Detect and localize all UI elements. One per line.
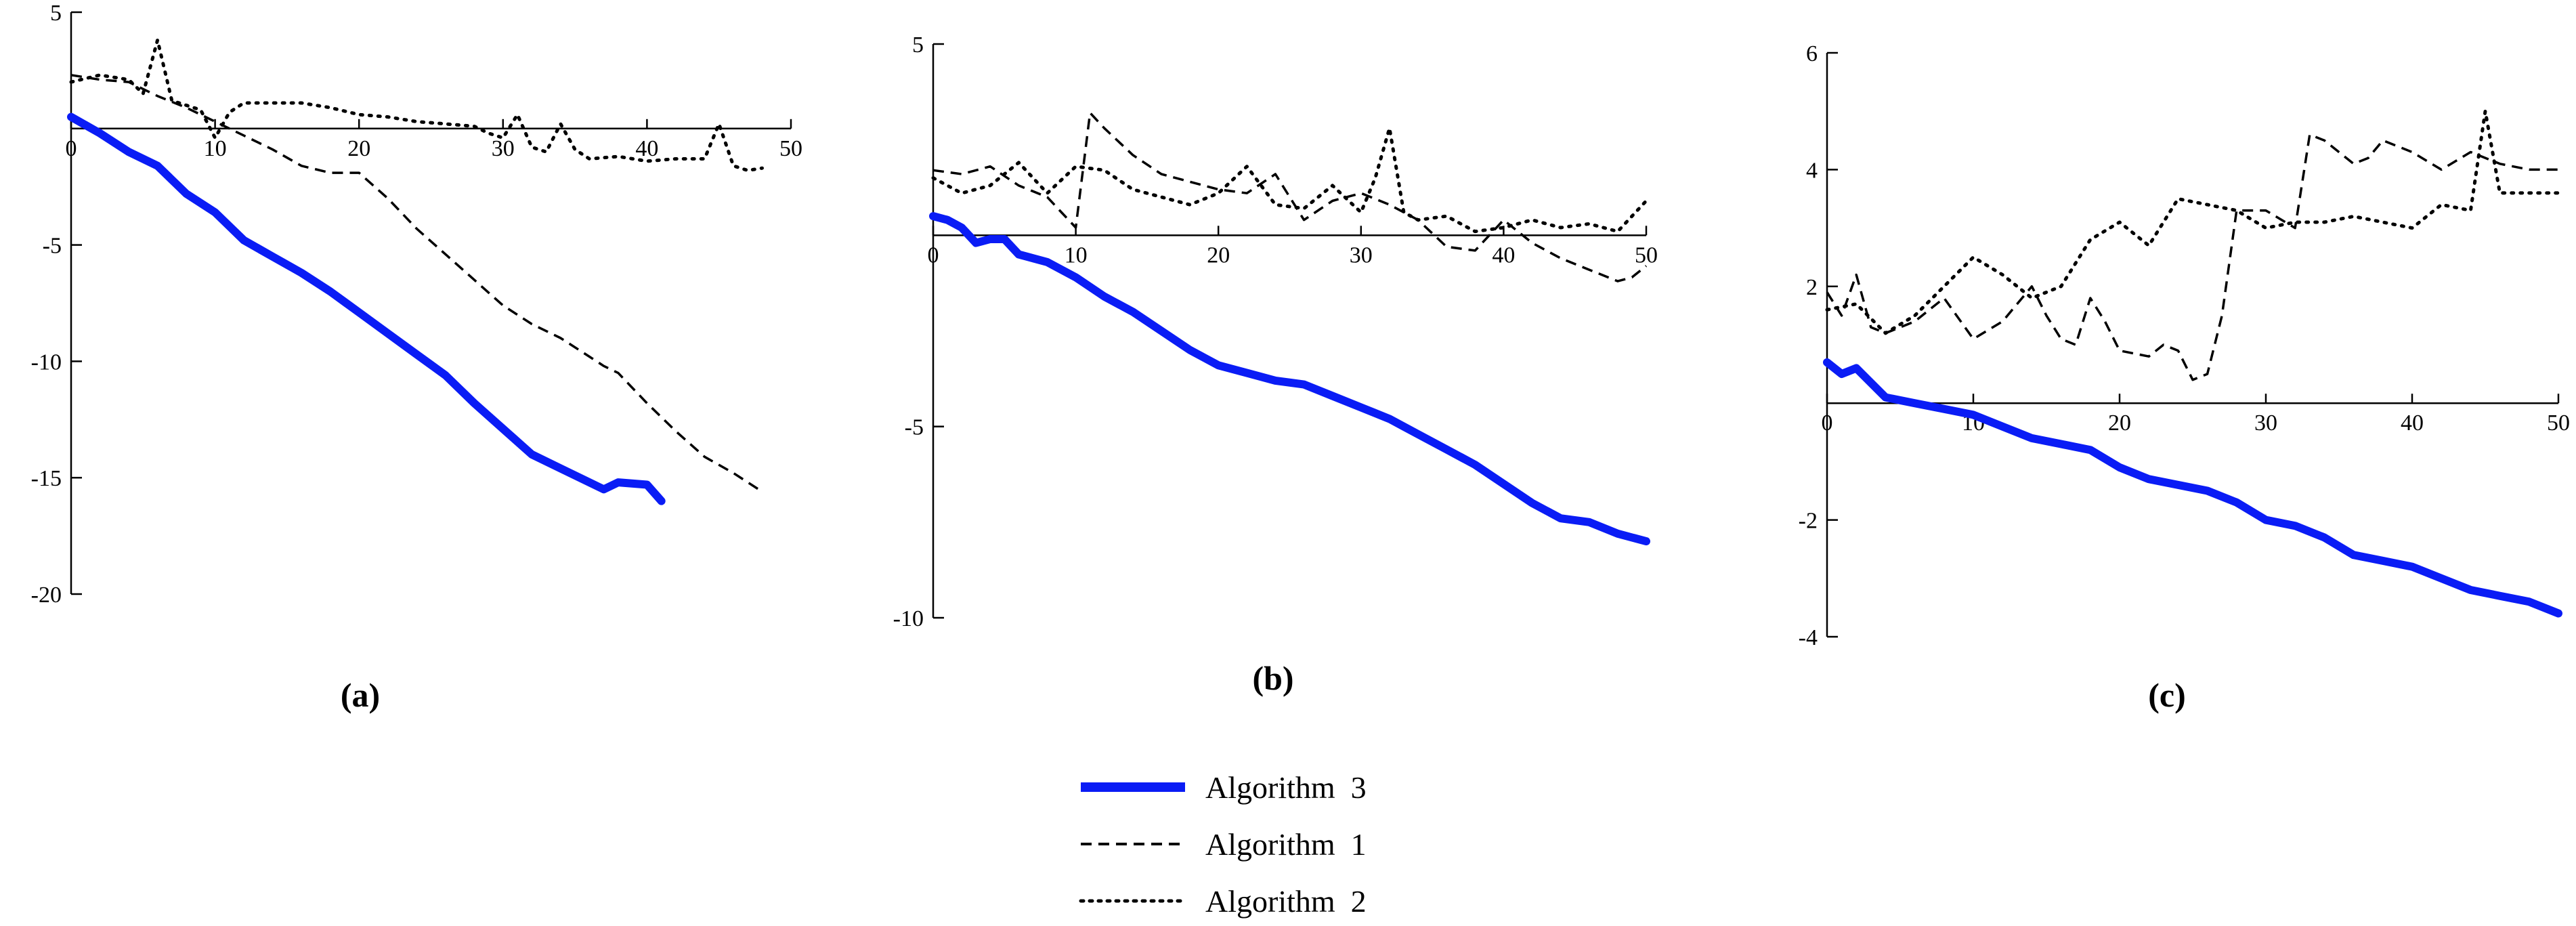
series-line-algorithm-3	[67, 112, 666, 505]
y-tick-label: -20	[31, 583, 62, 608]
y-tick-label: -4	[1799, 625, 1818, 650]
y-tick-label: 2	[1806, 275, 1818, 300]
panel-label-c: (c)	[2148, 676, 2186, 714]
x-tick-label: 50	[779, 136, 802, 161]
y-tick-label: 5	[912, 33, 924, 58]
x-tick-label: 50	[1635, 243, 1658, 268]
x-tick-label: 20	[347, 136, 370, 161]
x-tick-label: 20	[1207, 243, 1230, 268]
legend-label: Algorithm 2	[1205, 884, 1367, 919]
chart-panel-a: 5 -5 -10 -15 -20 0 10 20 30 40 50	[31, 1, 802, 608]
y-tick-label: 4	[1806, 158, 1818, 183]
series-line-algorithm-2	[1825, 109, 2560, 335]
x-tick-label: 30	[2254, 411, 2277, 436]
chart-panel-c: 642-2-40 10 20 30 40 50	[1799, 41, 2570, 650]
y-tick-label: -2	[1799, 509, 1818, 534]
y-tick-label: -10	[893, 606, 924, 631]
series-line-algorithm-1	[70, 74, 763, 493]
legend-item-algorithm-2: Algorithm 2	[1079, 884, 1367, 919]
x-tick-label: 40	[635, 136, 658, 161]
series-line-algorithm-2	[931, 126, 1648, 234]
series-line-algorithm-1	[932, 111, 1648, 282]
series-line-algorithm-2	[69, 38, 764, 173]
panel-label-b: (b)	[1252, 659, 1293, 697]
legend: Algorithm 3 Algorithm 1 Algorithm 2	[1079, 770, 1367, 919]
x-tick-label: 10	[204, 136, 227, 161]
series-line-algorithm-3	[1823, 358, 2562, 618]
x-tick-label: 50	[2547, 411, 2570, 436]
legend-item-algorithm-1: Algorithm 1	[1081, 827, 1367, 862]
y-tick-label: -15	[31, 466, 62, 491]
x-tick-label: 30	[1350, 243, 1373, 268]
x-tick-label: 0	[1822, 411, 1833, 436]
series-line-algorithm-3	[929, 212, 1650, 546]
x-tick-label: 40	[2401, 411, 2424, 436]
legend-label: Algorithm 3	[1205, 770, 1367, 805]
x-tick-label: 10	[1065, 243, 1088, 268]
legend-label: Algorithm 1	[1205, 827, 1367, 862]
y-tick-label: -10	[31, 350, 62, 375]
x-tick-label: 0	[928, 243, 939, 268]
x-tick-label: 40	[1492, 243, 1515, 268]
panel-label-a: (a)	[341, 676, 380, 714]
y-tick-label: 6	[1806, 41, 1818, 66]
x-tick-label: 20	[2108, 411, 2131, 436]
x-tick-label: 30	[492, 136, 515, 161]
y-tick-label: 5	[50, 1, 62, 26]
y-tick-label: -5	[43, 234, 62, 259]
y-tick-label: -5	[905, 415, 924, 440]
x-tick-label: 0	[66, 136, 77, 161]
legend-item-algorithm-3: Algorithm 3	[1081, 770, 1367, 805]
chart-panel-b: 5 -5 -10 0 10 20 30 40 50	[893, 33, 1658, 631]
series-line-algorithm-1	[1826, 133, 2558, 381]
